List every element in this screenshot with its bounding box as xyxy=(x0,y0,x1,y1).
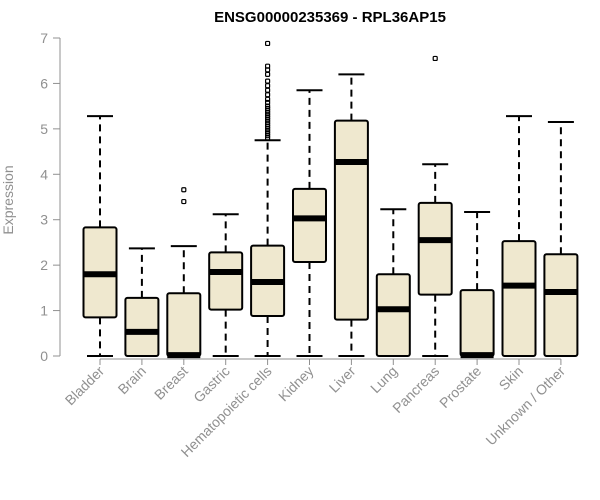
outlier-point xyxy=(265,96,271,102)
iqr-box xyxy=(501,240,537,358)
x-tick-label: Unknown / Other xyxy=(482,363,568,449)
iqr-box xyxy=(166,292,202,357)
y-tick-label: 5 xyxy=(40,121,48,137)
outlier-point xyxy=(265,92,271,98)
box-hematopoietic-cells xyxy=(250,40,286,357)
x-tick-label: Pancreas xyxy=(389,363,442,416)
box-prostate xyxy=(459,210,495,359)
iqr-box xyxy=(208,251,244,311)
box-gastric xyxy=(208,213,244,357)
box-lung xyxy=(375,208,411,358)
outlier-point xyxy=(432,55,438,62)
x-tick-label: Skin xyxy=(496,363,527,394)
outlier-point xyxy=(265,40,271,47)
box-brain xyxy=(124,247,160,358)
outlier-point xyxy=(181,198,187,205)
y-tick-label: 2 xyxy=(40,257,48,273)
iqr-box xyxy=(417,201,453,296)
box-breast xyxy=(166,187,202,359)
outlier-point xyxy=(265,99,271,106)
iqr-box xyxy=(543,253,579,358)
plot-area xyxy=(82,40,579,359)
box-kidney xyxy=(292,89,327,357)
iqr-box xyxy=(333,119,369,321)
box-skin xyxy=(501,115,537,358)
y-tick-label: 4 xyxy=(40,166,48,182)
x-tick-label: Bladder xyxy=(62,363,108,409)
box-unknown-other xyxy=(543,121,579,358)
box-pancreas xyxy=(417,55,453,357)
outlier-point xyxy=(265,63,271,69)
y-tick-label: 0 xyxy=(40,348,48,364)
x-tick-label: Brain xyxy=(115,363,149,397)
x-tick-label: Lung xyxy=(367,363,400,396)
x-tick-label: Liver xyxy=(326,363,359,396)
x-tick-label: Breast xyxy=(151,363,191,403)
iqr-box xyxy=(292,187,327,263)
box-bladder xyxy=(82,115,118,357)
y-axis: 0 1 2 3 4 5 6 7 xyxy=(40,30,61,364)
outlier-point xyxy=(265,83,271,89)
chart-title: ENSG00000235369 - RPL36AP15 xyxy=(214,9,446,26)
x-tick-label: Kidney xyxy=(275,363,317,405)
outlier-point xyxy=(265,78,271,84)
iqr-box xyxy=(459,289,495,357)
y-axis-label: Expression xyxy=(0,165,16,234)
iqr-box xyxy=(375,273,411,358)
y-tick-label: 3 xyxy=(40,212,48,228)
y-tick-label: 6 xyxy=(40,75,48,91)
y-tick-label: 7 xyxy=(40,30,48,46)
outlier-point xyxy=(265,87,271,93)
outlier-point xyxy=(265,71,271,77)
iqr-box xyxy=(124,296,160,358)
y-tick-label: 1 xyxy=(40,303,48,319)
box-liver xyxy=(333,73,369,357)
x-tick-label: Prostate xyxy=(436,363,484,411)
outlier-point xyxy=(181,187,187,193)
